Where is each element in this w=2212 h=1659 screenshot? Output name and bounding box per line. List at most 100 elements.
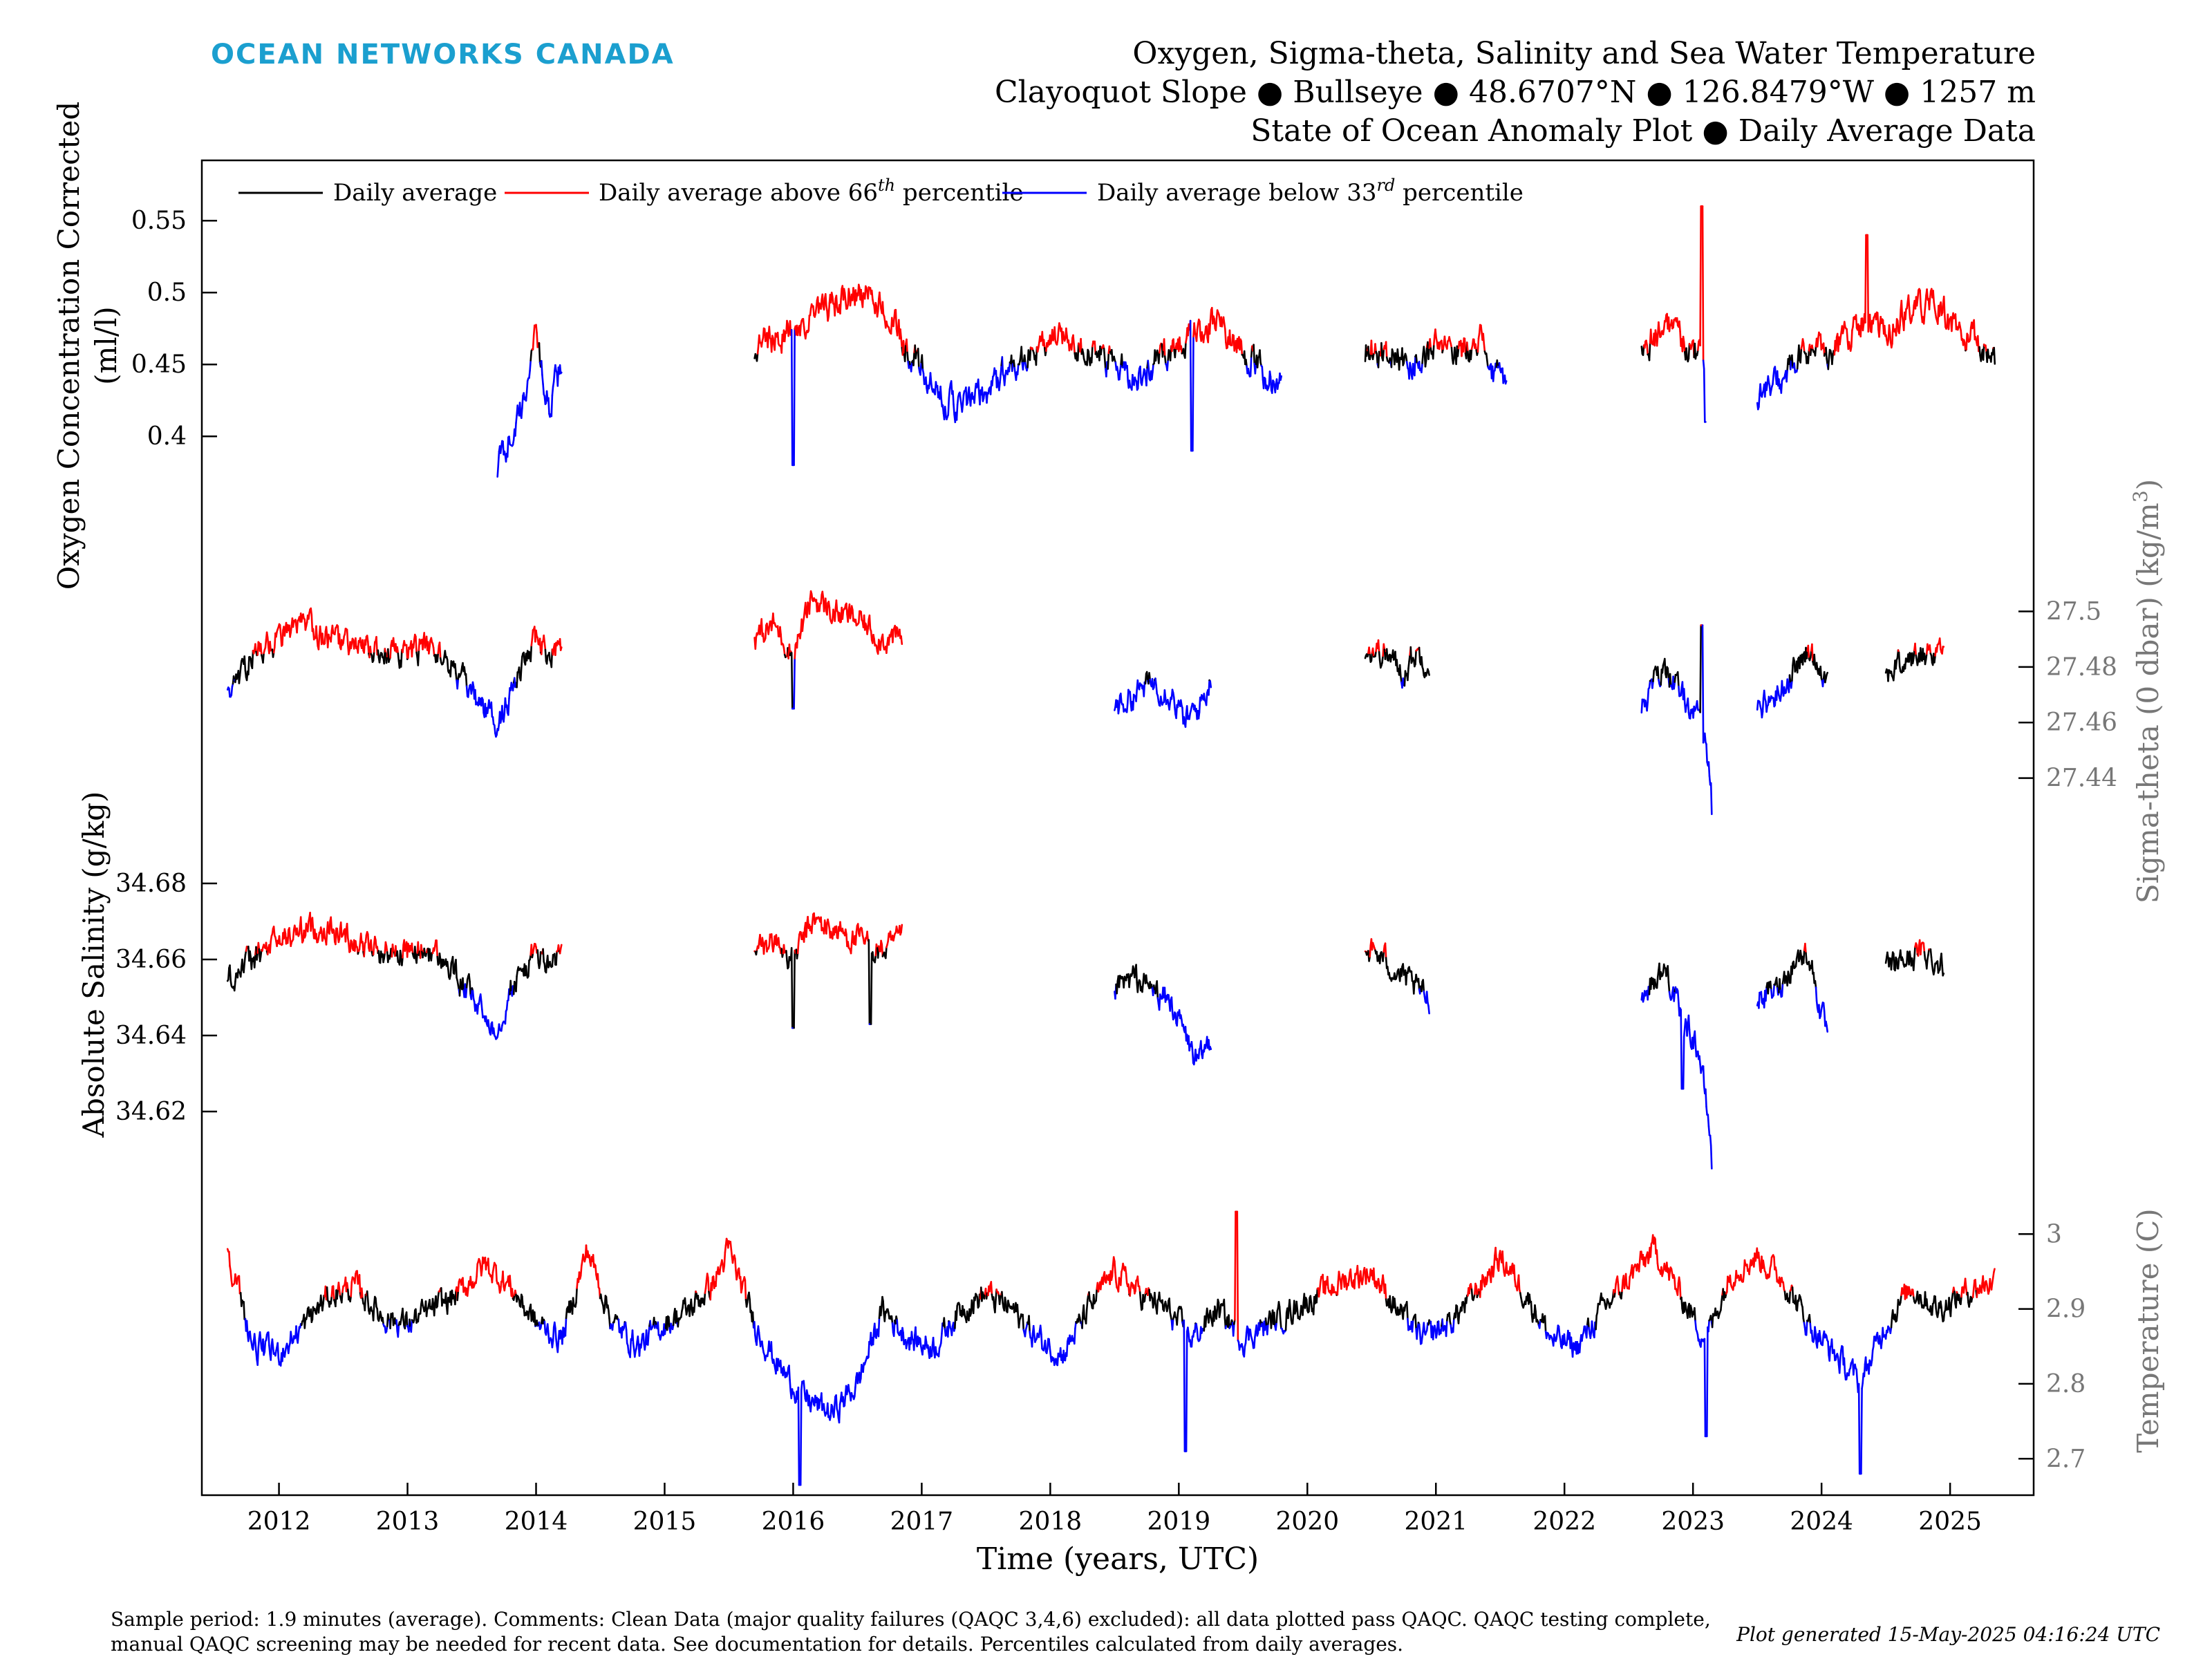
series-line-segment	[803, 927, 806, 943]
series-line-segment	[316, 637, 319, 647]
series-line-segment	[1471, 338, 1474, 347]
series-line-segment	[1678, 685, 1680, 697]
series-line-segment	[1676, 317, 1679, 327]
series-line-segment	[294, 619, 297, 627]
series-line-segment	[758, 334, 761, 344]
series-line-segment	[325, 930, 328, 946]
series-line-segment	[1914, 642, 1917, 657]
series-line-segment	[465, 986, 468, 998]
series-line-segment	[227, 967, 230, 981]
series-line-segment	[1816, 337, 1819, 348]
series-line-segment	[535, 629, 538, 637]
y-tick-label: 27.5	[2046, 598, 2101, 626]
series-line-segment	[666, 1315, 669, 1331]
series-line-segment	[1936, 644, 1939, 653]
series-line-segment	[535, 324, 538, 334]
series-line-segment	[1850, 329, 1853, 348]
series-line-segment	[409, 1318, 411, 1329]
series-line-segment	[1647, 688, 1650, 703]
series-line-segment	[429, 948, 431, 957]
series-line-segment	[1915, 297, 1919, 307]
series-line-segment	[516, 970, 519, 977]
series-line-segment	[867, 286, 870, 300]
series-line-segment	[1442, 342, 1445, 350]
series-line-segment	[856, 923, 860, 935]
series-line-segment	[552, 646, 555, 656]
series-line-segment	[861, 927, 864, 937]
series-line-segment	[373, 641, 376, 653]
series-line-segment	[1032, 1324, 1035, 1336]
series-line-segment	[842, 1396, 845, 1407]
series-line-segment	[538, 951, 542, 965]
series-line-segment	[756, 1332, 758, 1346]
series-line-segment	[1699, 624, 1702, 713]
series-line-segment	[1270, 1317, 1273, 1329]
series-line-segment	[1656, 976, 1659, 989]
series-line-segment	[1121, 353, 1124, 368]
series-line-segment	[249, 950, 252, 959]
series-line-segment	[788, 1365, 791, 1381]
series-line-segment	[1765, 383, 1768, 391]
series-line-segment	[1930, 956, 1933, 966]
series-line-segment	[533, 1311, 536, 1327]
series-line-segment	[948, 388, 951, 400]
series-line-segment	[818, 1399, 821, 1409]
series-line-segment	[455, 673, 458, 682]
panel-oxygen: 0.40.450.50.55	[131, 205, 1996, 478]
series-line-segment	[303, 1317, 307, 1329]
series-line-segment	[493, 724, 496, 735]
series-line-segment	[1318, 1289, 1321, 1298]
series-line-segment	[850, 941, 853, 955]
series-line-segment	[860, 288, 863, 302]
series-line-segment	[790, 652, 794, 710]
series-line-segment	[509, 980, 513, 993]
series-line-segment	[1703, 368, 1706, 423]
y-tick-label: 34.64	[115, 1022, 187, 1050]
series-line-segment	[1682, 1035, 1685, 1090]
series-line-segment	[823, 603, 826, 612]
series-line-segment	[276, 1342, 280, 1359]
series-line-segment	[455, 959, 458, 979]
series-line-segment	[1929, 644, 1932, 655]
series-line-segment	[684, 1297, 687, 1309]
series-line-segment	[281, 629, 284, 646]
series-line-segment	[486, 706, 489, 714]
series-line-segment	[1171, 1318, 1174, 1331]
series-line-segment	[341, 1285, 344, 1293]
series-line-segment	[943, 1317, 946, 1330]
series-line-segment	[527, 1311, 530, 1320]
series-line-segment	[768, 1340, 771, 1352]
series-line-segment	[1215, 317, 1218, 332]
series-line-segment	[1652, 669, 1655, 683]
series-line-segment	[818, 602, 821, 612]
series-line-segment	[1236, 1210, 1239, 1342]
series-line-segment	[375, 1297, 377, 1308]
series-line-segment	[500, 1024, 503, 1032]
series-line-segment	[1418, 646, 1421, 663]
series-line-segment	[998, 382, 1001, 391]
series-line-segment	[538, 637, 542, 654]
series-line-segment	[397, 1324, 400, 1338]
series-line-segment	[1248, 1328, 1250, 1341]
series-line-segment	[799, 630, 802, 639]
series-line-segment	[555, 1338, 558, 1347]
series-line-segment	[1646, 701, 1649, 712]
series-line-segment	[1429, 338, 1432, 350]
series-line-segment	[446, 659, 449, 672]
series-line-segment	[1438, 341, 1441, 350]
series-line-segment	[1423, 346, 1426, 355]
series-line-segment	[1896, 319, 1900, 332]
series-line-segment	[1266, 1323, 1269, 1335]
series-line-segment	[1327, 1275, 1329, 1289]
series-line-segment	[1991, 347, 1994, 356]
series-line-segment	[1296, 1308, 1300, 1320]
series-line-segment	[1760, 991, 1763, 1004]
series-line-segment	[1377, 639, 1380, 653]
series-line-segment	[930, 382, 933, 391]
series-line-segment	[912, 1334, 916, 1351]
series-line-segment	[1192, 335, 1194, 452]
series-line-segment	[247, 656, 250, 676]
series-line-segment	[693, 1297, 696, 1313]
series-line-segment	[872, 951, 874, 962]
series-line-segment	[1053, 326, 1057, 342]
